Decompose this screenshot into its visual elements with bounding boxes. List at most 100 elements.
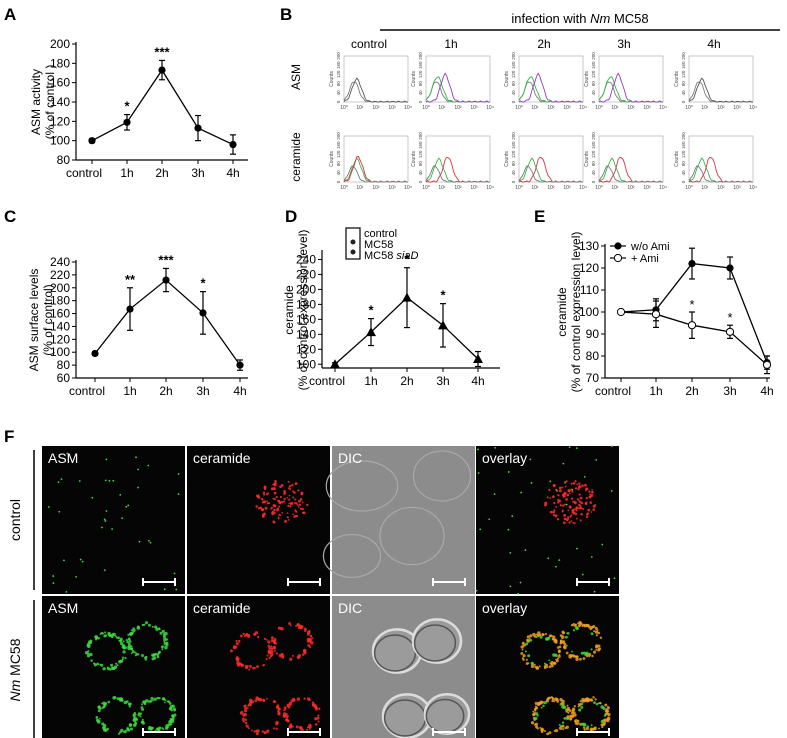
flow-xtick: 10⁰ (422, 105, 430, 111)
micro-speck (565, 503, 568, 506)
flow-curve-isotype (425, 165, 490, 183)
micro-cell-ring (117, 636, 120, 640)
micro-cell-ring (536, 702, 541, 707)
micro-speck (520, 491, 523, 494)
flow-curve-isotype (518, 165, 583, 183)
micro-cell-ring (133, 711, 136, 715)
micro-cell-ring (571, 714, 575, 718)
micro-cell-ring (306, 630, 311, 635)
a-xtick-label: 3h (191, 166, 204, 180)
micro-speck (52, 582, 55, 584)
micro-cell-ring (152, 699, 154, 702)
micro-cell-inner (527, 654, 531, 658)
micro-cell-ring (295, 725, 299, 729)
c-ytick-label: 80 (57, 358, 71, 372)
micro-red-cluster (286, 496, 289, 499)
flow-xtick: 10⁴ (486, 105, 494, 111)
a-data-point (88, 137, 96, 145)
micro-red-cluster (279, 486, 282, 489)
micro-cell-ring (283, 706, 287, 710)
micro-row-label-1: Nm MC58 (7, 638, 23, 701)
flow-xtick: 10⁴ (579, 105, 587, 111)
flow-axis-label: Counts (411, 151, 417, 167)
micro-cell-ring (147, 727, 151, 730)
micro-cell-inner (563, 717, 567, 720)
micro-cell-inner (564, 635, 568, 639)
micro-cell-ring (116, 664, 119, 667)
flow-ytick: 40 (681, 90, 686, 96)
micro-red-cluster (576, 483, 579, 486)
micro-speck (121, 517, 124, 520)
micro-red-cluster (584, 501, 588, 505)
e-data-point (616, 307, 626, 317)
micro-speck (119, 493, 122, 496)
micro-cell-ring (128, 705, 131, 708)
flow-xtick: 10² (372, 105, 380, 111)
micro-speck (78, 480, 81, 482)
micro-speck (135, 456, 137, 459)
micro-red-cluster (263, 487, 267, 490)
micro-red-cluster (284, 519, 287, 523)
micro-cell-ring (119, 698, 122, 702)
micro-cell-ring (127, 728, 130, 731)
micro-cell-ring (100, 663, 104, 667)
micro-dic-outline (322, 533, 382, 579)
d-significance: * (368, 303, 374, 318)
micro-red-cluster (563, 513, 567, 517)
micro-cell-ring (537, 667, 539, 670)
flow-xtick: 10⁰ (340, 185, 348, 191)
micro-red-cluster (570, 520, 573, 522)
micro-cell-ring (310, 641, 314, 645)
micro-speck (593, 590, 596, 593)
micro-cell-ring (282, 655, 285, 657)
micro-red-cluster (293, 502, 296, 504)
micro-cell-ring (98, 706, 102, 710)
micro-red-cluster (565, 480, 568, 483)
micro-cell-ring (583, 624, 586, 627)
e-data-point (688, 260, 696, 268)
micro-channel-label-DIC: DIC (338, 600, 362, 616)
micro-red-cluster (570, 497, 574, 500)
micro-cell-ring (286, 705, 289, 708)
micro-cell-ring (147, 623, 151, 627)
micro-cell-ring (292, 697, 295, 701)
micro-red-cluster (577, 485, 581, 489)
micro-red-cluster (574, 512, 578, 516)
e-significance: * (727, 310, 732, 325)
micro-cell-ring (265, 638, 268, 641)
micro-red-cluster (553, 501, 556, 505)
d-xtick-label: control (309, 374, 345, 388)
flow-ytick: 80 (591, 161, 596, 167)
e-xtick-label: 2h (685, 384, 698, 398)
micro-cell-ring (171, 704, 175, 708)
micro-cell-ring (520, 645, 524, 649)
flow-xtick: 10² (454, 105, 462, 111)
micro-cell-ring (249, 701, 252, 704)
micro-red-cluster (572, 482, 576, 485)
micro-cell-ring (262, 699, 266, 702)
micro-cell-ring (118, 659, 122, 664)
micro-cell-ring (257, 697, 261, 701)
micro-red-cluster (585, 516, 589, 519)
micro-cell-ring (244, 721, 248, 725)
flow-curve-isotype (598, 165, 663, 183)
micro-cell-ring (277, 712, 281, 716)
micro-cell-inner (525, 642, 529, 646)
a-ytick-label: 200 (50, 37, 70, 51)
micro-red-cluster (558, 499, 562, 503)
micro-cell-ring (162, 635, 166, 639)
micro-cell-ring (141, 721, 145, 725)
micro-red-cluster (571, 511, 574, 514)
micro-speck (127, 504, 130, 507)
micro-cell-ring (545, 665, 549, 669)
micro-red-cluster (578, 507, 581, 510)
micro-red-cluster (294, 514, 297, 518)
micro-cell-ring (137, 653, 140, 656)
flow-ytick: 80 (591, 81, 596, 87)
micro-cell-ring (143, 656, 147, 659)
chart-e-ceramide-amitriptyline: 70 80 90 100 110 120 130 control 1h 2h 3h 4h ceramid… (555, 232, 774, 398)
micro-red-cluster (588, 495, 592, 499)
micro-cell-ring (247, 727, 250, 730)
micro-speck (65, 590, 68, 593)
flow-ytick: 40 (681, 170, 686, 176)
